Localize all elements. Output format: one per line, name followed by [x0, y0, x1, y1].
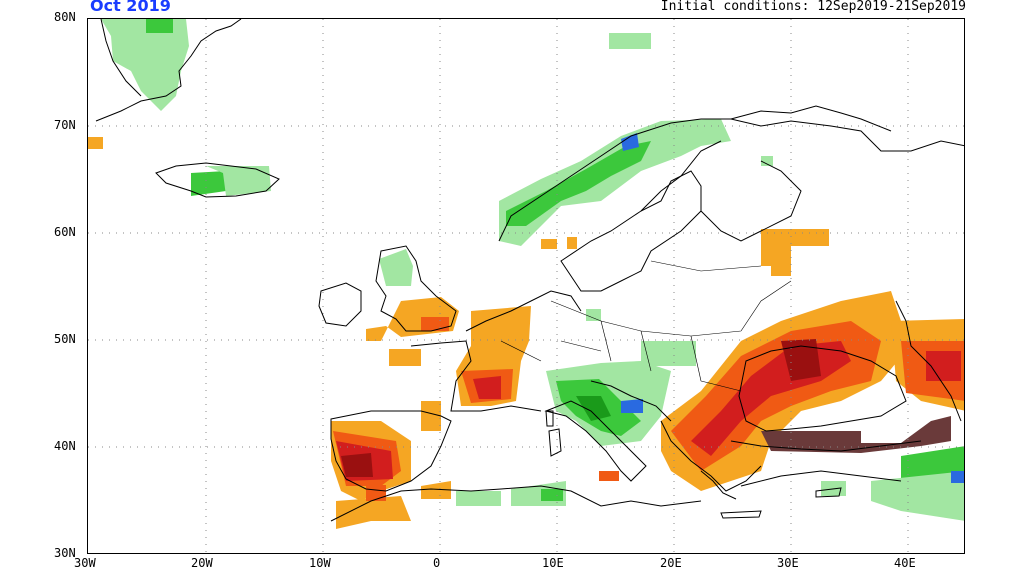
anomaly-patch-arctic [609, 33, 651, 49]
coast-italy [544, 400, 647, 482]
anomaly-patch-poland [586, 309, 601, 321]
anomaly-patch-norway-blue [621, 133, 639, 151]
anomaly-patch-caucasus-blue [951, 471, 964, 483]
anomaly-patch-iberia-darkred [341, 453, 373, 477]
lat-label-70n: 70N [54, 118, 76, 132]
coast-france [410, 340, 542, 412]
anomaly-patch-south-uk-red [421, 317, 449, 331]
lat-label-30n: 30N [54, 546, 76, 560]
anomaly-patch-biscay [389, 349, 421, 366]
coast-uk [375, 245, 457, 332]
anomaly-patch-greenland [101, 19, 189, 111]
lon-label-10w: 10W [309, 556, 331, 570]
lat-label-80n: 80N [54, 10, 76, 24]
anomaly-patch-scotland [379, 249, 413, 286]
coast-gulf-bothnia [640, 140, 722, 212]
anomaly-patch-norway-light [499, 119, 731, 246]
anomaly-patch-sicily [599, 471, 619, 481]
anomaly-patch-nafrica-green1 [456, 491, 501, 506]
anomaly-patch-iberia-n [421, 401, 441, 431]
anomaly-patch-nafrica-orange [421, 481, 451, 499]
coast-iberia [330, 410, 452, 492]
graticule [88, 19, 964, 553]
forecast-month-title: Oct 2019 [90, 0, 171, 15]
coast-caspian [895, 300, 962, 422]
anomaly-patch-iceland-west-orange [88, 137, 103, 149]
coast-sardinia [548, 428, 562, 457]
coast-turkey-south [740, 470, 902, 487]
coastlines [95, 19, 964, 522]
coast-balkans [660, 420, 762, 492]
anomaly-patch-nafrica-green3 [541, 489, 563, 501]
anomaly-patch-italy-dark [576, 396, 611, 421]
coast-ireland [318, 282, 362, 327]
coast-greenland-2 [100, 19, 142, 97]
coast-crete [720, 510, 762, 519]
anomaly-patch-denmark [541, 239, 557, 249]
anomaly-patch-caspian-dark [926, 351, 961, 381]
coast-finland [700, 160, 802, 242]
anomaly-patch-kola [761, 156, 773, 166]
lat-label-50n: 50N [54, 332, 76, 346]
anomaly-patch-norway-green [506, 141, 651, 226]
lon-label-30w: 30W [74, 556, 96, 570]
anomaly-patch-mideast-light [871, 471, 964, 521]
coast-iceland [155, 162, 280, 198]
anomaly-patch-iceland-light [206, 166, 271, 196]
anomaly-shading [88, 19, 964, 529]
initial-conditions-label: Initial conditions: 12Sep2019-21Sep2019 [660, 0, 966, 14]
anomaly-patch-greenland-dark [146, 19, 173, 33]
lon-label-10e: 10E [542, 556, 564, 570]
coast-greece-islands [700, 470, 737, 500]
lon-label-30e: 30E [777, 556, 799, 570]
anomaly-patch-black-sea-darkred [781, 339, 821, 381]
anomaly-patch-turkey-brown [761, 416, 951, 453]
anomaly-patch-moscow [761, 229, 829, 276]
lon-label-20e: 20E [660, 556, 682, 570]
anomaly-patch-iceland [191, 171, 226, 196]
coast-turkey [730, 440, 922, 452]
lat-label-60n: 60N [54, 225, 76, 239]
coast-corsica [545, 410, 554, 427]
anomaly-patch-denmark2 [567, 237, 577, 249]
coast-north-africa [330, 485, 702, 522]
border-lines [500, 260, 792, 392]
coast-black-sea [738, 345, 907, 432]
anomaly-patch-hungary [641, 341, 696, 366]
anomaly-patch-morocco [336, 496, 411, 529]
coast-greenland [95, 19, 242, 122]
anomaly-patch-france-dark [473, 376, 501, 399]
lon-label-40e: 40E [894, 556, 916, 570]
anomaly-patch-morocco-red [366, 485, 386, 501]
coast-russia-north [730, 105, 892, 132]
lon-label-20w: 20W [191, 556, 213, 570]
anomaly-patch-adriatic-blue [621, 399, 643, 413]
anomaly-map [88, 19, 964, 553]
lat-label-40n: 40N [54, 439, 76, 453]
lon-label-0: 0 [433, 556, 441, 570]
map-panel [87, 18, 965, 554]
coast-europe-west [465, 290, 582, 332]
coast-cyprus [815, 487, 842, 498]
coast-adriatic [590, 380, 672, 422]
